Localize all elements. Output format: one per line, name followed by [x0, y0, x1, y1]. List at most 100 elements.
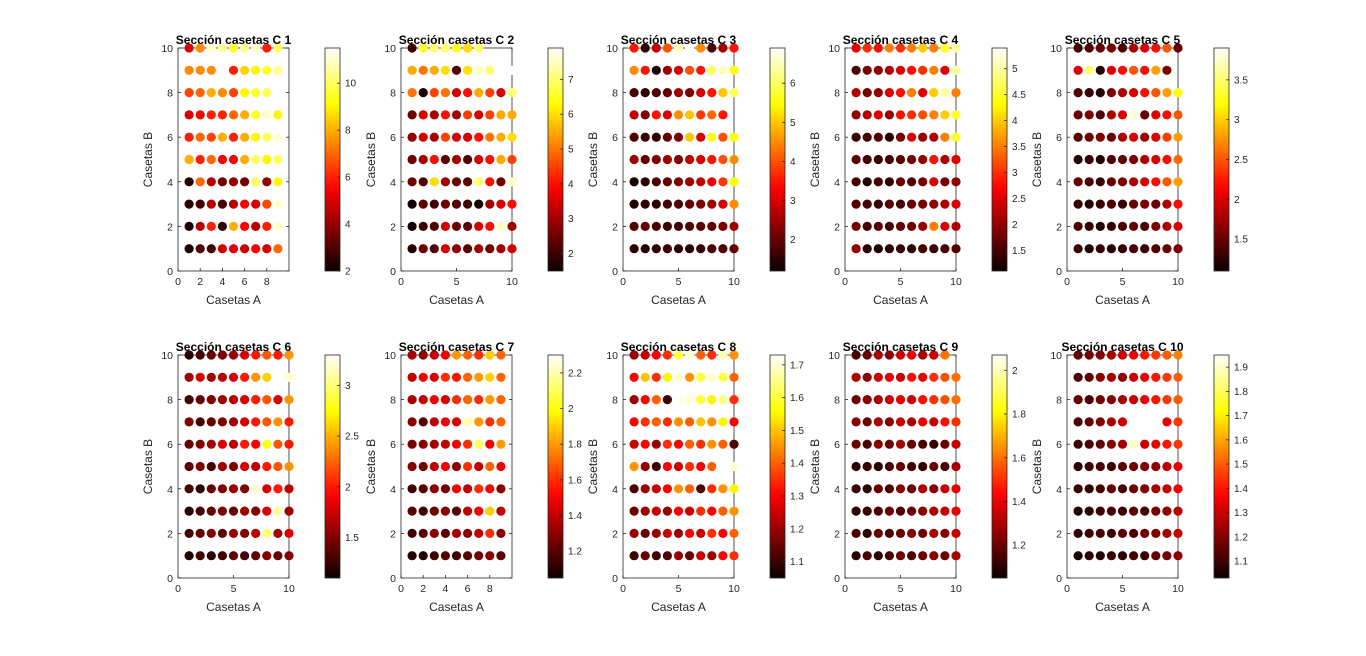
scatter-point	[240, 88, 250, 98]
scatter-point	[217, 244, 227, 254]
scatter-point	[918, 395, 928, 405]
scatter-point	[929, 177, 939, 187]
scatter-point	[718, 177, 728, 187]
scatter-point	[895, 350, 906, 360]
scatter-point	[873, 350, 883, 360]
scatter-point	[1151, 65, 1161, 75]
scatter-point	[418, 244, 428, 254]
scatter-point	[907, 417, 917, 427]
scatter-points	[184, 43, 283, 254]
scatter-point	[206, 372, 216, 382]
scatter-point	[895, 199, 906, 209]
scatter-point	[1129, 199, 1139, 209]
scatter-point	[662, 506, 673, 516]
scatter-point	[951, 110, 961, 120]
scatter-point	[418, 43, 428, 53]
y-tick-label: 0	[167, 573, 173, 585]
scatter-point	[485, 439, 495, 449]
scatter-point	[217, 395, 227, 405]
y-tick-label: 6	[390, 132, 396, 144]
x-tick-label: 10	[950, 276, 962, 288]
scatter-points	[851, 350, 961, 561]
scatter-point	[718, 372, 728, 382]
scatter-point	[1095, 506, 1105, 516]
scatter-point	[707, 154, 717, 165]
scatter-points	[629, 350, 739, 561]
x-axis-label: Casetas A	[873, 600, 928, 614]
scatter-point	[195, 177, 205, 187]
scatter-point	[217, 439, 227, 449]
scatter-point	[640, 461, 650, 472]
scatter-points	[407, 350, 506, 561]
x-tick-label: 10	[283, 583, 295, 595]
scatter-point	[873, 199, 883, 209]
x-tick-label: 5	[1120, 583, 1126, 595]
scatter-point	[729, 461, 739, 472]
scatter-point	[918, 417, 928, 427]
scatter-point	[629, 506, 639, 516]
scatter-point	[918, 43, 928, 53]
scatter-point	[284, 551, 294, 561]
scatter-point	[673, 43, 684, 53]
colorbar-tick-label: 1.2	[568, 547, 582, 558]
scatter-point	[1173, 110, 1183, 120]
scatter-point	[184, 372, 194, 382]
scatter-point	[873, 110, 883, 120]
scatter-point	[496, 528, 506, 539]
scatter-point	[217, 110, 227, 120]
scatter-point	[463, 65, 473, 75]
scatter-point	[707, 110, 717, 120]
scatter-point	[929, 461, 939, 472]
scatter-point	[651, 244, 661, 254]
scatter-point	[1117, 154, 1128, 165]
scatter-point	[262, 199, 272, 209]
y-tick-label: 8	[612, 395, 618, 407]
scatter-point	[451, 43, 462, 53]
scatter-point	[929, 199, 939, 209]
scatter-point	[951, 132, 961, 142]
colorbar: 2 3 4 5 6 7	[547, 47, 574, 272]
scatter-point	[918, 177, 928, 187]
scatter-point	[895, 221, 906, 231]
colorbar-gradient	[991, 354, 1008, 579]
scatter-point	[929, 43, 939, 53]
colorbar-tick-label: 1.1	[790, 557, 804, 568]
y-tick-label: 8	[390, 395, 396, 407]
scatter-point	[273, 132, 283, 142]
scatter-point	[1084, 199, 1094, 209]
scatter-point	[640, 110, 650, 120]
scatter-point	[1151, 439, 1161, 449]
scatter-point	[1095, 439, 1105, 449]
scatter-point	[262, 551, 272, 561]
scatter-point	[1129, 177, 1139, 187]
scatter-point	[485, 484, 495, 494]
scatter-point	[184, 177, 194, 187]
scatter-point	[673, 221, 684, 231]
colorbar-gradient	[324, 354, 341, 579]
scatter-point	[718, 244, 728, 254]
scatter-point	[240, 221, 250, 231]
scatter-point	[228, 528, 239, 539]
scatter-point	[651, 43, 661, 53]
scatter-point	[907, 43, 917, 53]
scatter-point	[873, 221, 883, 231]
colorbar-tick-label: 3	[1012, 168, 1018, 179]
scatter-point	[429, 221, 439, 231]
scatter-point	[418, 110, 428, 120]
x-tick-label: 10	[506, 276, 518, 288]
scatter-point	[873, 417, 883, 427]
scatter-point	[940, 199, 950, 209]
scatter-point	[907, 528, 917, 539]
scatter-point	[418, 528, 428, 539]
scatter-point	[1129, 43, 1139, 53]
scatter-point	[929, 439, 939, 449]
scatter-point	[273, 439, 283, 449]
scatter-point	[262, 461, 272, 472]
scatter-point	[1084, 65, 1094, 75]
scatter-point	[629, 395, 639, 405]
scatter-point	[729, 350, 739, 360]
scatter-point	[1084, 177, 1094, 187]
scatter-point	[240, 395, 250, 405]
